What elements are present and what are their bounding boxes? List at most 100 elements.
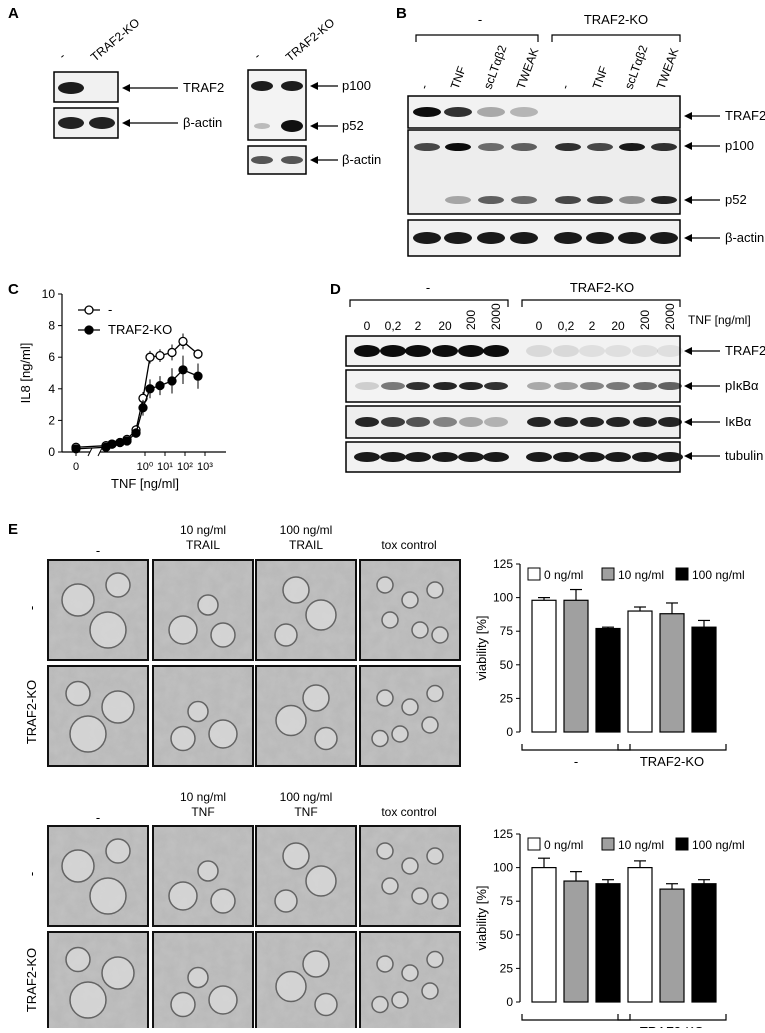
band-pikba (606, 382, 630, 390)
row-label: p100 (725, 138, 754, 153)
column-header: 100 ng/ml (280, 790, 333, 804)
arrow-head (684, 452, 692, 460)
bar (563, 599, 589, 733)
cell (275, 704, 307, 737)
band-ikba (554, 417, 578, 427)
cell (89, 877, 127, 915)
band-tubulin (405, 452, 431, 462)
micrograph-grid-trail: - 10 ng/ml TRAIL 100 ng/ml TRAIL tox con… (24, 523, 461, 767)
y-tick-label: 25 (500, 961, 514, 975)
band-pikba (658, 382, 682, 390)
data-point (193, 371, 203, 381)
panel-a-left-blot: - TRAF2-KO TRAF2 β-actin (53, 15, 224, 139)
y-tick-label: 125 (493, 827, 513, 841)
arrow-head (684, 382, 692, 390)
band-traf2 (605, 345, 631, 357)
group-label: - (426, 280, 430, 295)
lane-label: 20 (611, 319, 625, 333)
y-tick-label: 75 (500, 894, 514, 908)
column-header: - (96, 810, 100, 825)
band-traf2 (405, 345, 431, 357)
lane-label: 0 (364, 319, 371, 333)
band-pikba (433, 382, 457, 390)
y-tick-label: 50 (500, 928, 514, 942)
panel-b-blot: - TRAF2-KO - TNF scLTαβ2 TWEAK - TNF scLTαβ2 TW… (407, 12, 765, 257)
cell (302, 950, 330, 978)
row-label-actin: β-actin (342, 152, 381, 167)
data-point (145, 384, 155, 394)
band-p100 (619, 143, 645, 151)
band-traf2 (354, 345, 380, 357)
data-point (131, 428, 141, 438)
cell (302, 684, 330, 712)
cell (314, 992, 338, 1017)
group-bracket (349, 299, 509, 307)
band-traf2 (444, 107, 472, 117)
x-tick-label: 10⁰ (137, 461, 154, 473)
row-label: TRAF2 (725, 108, 765, 123)
micrograph-texture (361, 667, 459, 765)
column-header: 10 ng/ml (180, 790, 226, 804)
group-bracket (617, 1014, 727, 1021)
cell (197, 594, 219, 616)
group-label: - (574, 1024, 578, 1028)
group-label: TRAF2-KO (570, 280, 634, 295)
cell (282, 576, 310, 604)
panel-b-letter: B (396, 5, 407, 22)
bar (531, 866, 557, 1003)
bar (691, 883, 717, 1003)
micrograph-texture (49, 667, 147, 765)
data-point (155, 380, 165, 391)
legend-label: 10 ng/ml (618, 568, 664, 582)
group-label: TRAF2-KO (640, 754, 704, 769)
panel-a-right-blot: - TRAF2-KO p100 p52 β-actin (247, 15, 381, 175)
band-traf2 (510, 107, 538, 117)
column-header: TNF (294, 805, 317, 819)
band-pikba (406, 382, 430, 390)
cell (168, 881, 198, 911)
arrow-head (684, 234, 692, 242)
group-bracket (617, 744, 727, 751)
micrograph-texture (257, 827, 355, 925)
band-pikba (633, 382, 657, 390)
row-label: pIκBα (725, 378, 759, 393)
band-p100 (511, 143, 537, 151)
cell (210, 888, 236, 914)
band-actin (618, 232, 646, 244)
band (58, 82, 84, 94)
y-tick-label: 75 (500, 624, 514, 638)
band-ikba (459, 417, 483, 427)
cell (371, 729, 389, 748)
band-ikba (527, 417, 551, 427)
arrow-head (684, 112, 692, 120)
band-p52 (445, 196, 471, 204)
cell (314, 726, 338, 751)
axis-break (87, 447, 93, 457)
y-tick-label: 100 (493, 861, 513, 875)
column-header: TNF (191, 805, 214, 819)
cell (89, 611, 127, 649)
group-bracket (415, 34, 539, 42)
band-p100 (478, 143, 504, 151)
legend-marker (84, 305, 94, 315)
group-bracket (521, 1014, 631, 1021)
dose-unit-label: TNF [ng/ml] (688, 313, 751, 327)
panel-a-letter: A (8, 5, 19, 22)
column-header: - (96, 543, 100, 558)
cell (431, 892, 449, 910)
y-axis-label: IL8 [ng/ml] (18, 343, 33, 404)
data-point (145, 352, 155, 362)
band (281, 156, 303, 164)
band-pikba (580, 382, 604, 390)
cell (274, 889, 298, 913)
cell (305, 599, 337, 631)
cell (197, 860, 219, 882)
band-actin (413, 232, 441, 244)
data-point (193, 349, 203, 359)
cell (376, 576, 394, 594)
y-tick-label: 10 (42, 287, 56, 301)
x-axis-label: TNF [ng/ml] (111, 476, 179, 491)
band-ikba (580, 417, 604, 427)
band (89, 117, 115, 129)
